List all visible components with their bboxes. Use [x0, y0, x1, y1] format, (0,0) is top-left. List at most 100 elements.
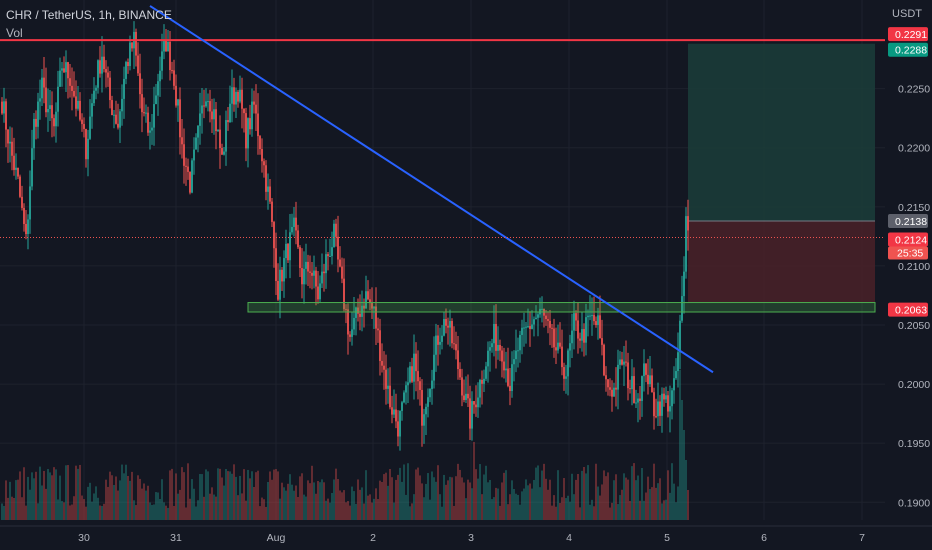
volume-bar	[1, 503, 3, 520]
volume-bar	[165, 505, 167, 520]
candle-body	[483, 378, 485, 384]
volume-bar	[551, 505, 553, 520]
candle-body	[439, 341, 441, 345]
volume-bar	[441, 506, 443, 520]
candle-body	[25, 223, 27, 235]
candle-body	[669, 406, 671, 412]
volume-bar	[407, 463, 409, 520]
support-zone	[247, 302, 876, 313]
candle-body	[201, 105, 203, 114]
volume-bar	[93, 493, 95, 520]
candle-body	[49, 105, 51, 109]
volume-bar	[41, 485, 43, 520]
candle-body	[337, 236, 339, 260]
volume-bar	[563, 478, 565, 520]
volume-bar	[667, 470, 669, 520]
volume-bar	[37, 503, 39, 520]
price-tick-label: 0.2000	[898, 379, 930, 391]
candle-body	[535, 317, 537, 320]
volume-bar	[641, 467, 643, 520]
volume-bar	[457, 463, 459, 520]
volume-bar	[411, 503, 413, 520]
candle-body	[407, 382, 409, 386]
candle-body	[529, 326, 531, 329]
volume-bar	[623, 473, 625, 520]
price-axis[interactable]: 0.2250 0.2200 0.2150 0.2100 0.2050 0.2000 0.19…	[885, 0, 932, 550]
candle-body	[641, 376, 643, 401]
symbol-title[interactable]: CHR / TetherUS, 1h, BINANCE	[6, 8, 172, 22]
price-tick-label: 0.2050	[898, 320, 930, 332]
volume-bar	[27, 476, 29, 520]
candle-body	[399, 410, 401, 437]
candle-body	[43, 77, 45, 88]
candle-body	[111, 100, 113, 116]
candle-body	[595, 321, 597, 326]
time-axis[interactable]: 30 31 Aug 2 3 4 5 6 7	[0, 525, 932, 550]
volume-bar	[229, 471, 231, 520]
candle-body	[263, 161, 265, 166]
volume-bar	[535, 467, 537, 520]
candle-body	[31, 148, 33, 187]
volume-bar	[303, 494, 305, 520]
candle-body	[51, 105, 53, 119]
candle-body	[511, 364, 513, 392]
volume-bar	[169, 470, 171, 520]
volume-bar	[65, 465, 67, 520]
candle-body	[121, 98, 123, 112]
candle-body	[427, 397, 429, 407]
volume-bar	[629, 500, 631, 520]
candle-body	[367, 291, 369, 300]
volume-bar	[251, 471, 253, 520]
volume-bar	[17, 479, 19, 520]
candle-body	[205, 101, 207, 107]
volume-bar	[661, 503, 663, 520]
candle-body	[523, 327, 525, 329]
candle-body	[189, 171, 191, 193]
volume-bar	[553, 495, 555, 520]
candle-body	[597, 315, 599, 326]
price-tick-label: 0.1900	[898, 497, 930, 509]
candle-body	[179, 99, 181, 138]
volume-bar	[377, 499, 379, 520]
volume-bar	[379, 480, 381, 520]
volume-bar	[491, 499, 493, 520]
volume-bar	[105, 479, 107, 520]
candle-body	[681, 296, 683, 321]
volume-bar	[99, 505, 101, 520]
drawings[interactable]	[0, 5, 885, 374]
price-label-box	[888, 232, 928, 247]
candle-body	[347, 309, 349, 335]
volume-bar	[135, 505, 137, 520]
candle-body	[53, 118, 55, 127]
candle-body	[37, 101, 39, 127]
candle-body	[207, 101, 209, 103]
volume-bar	[499, 505, 501, 520]
volume-bar	[395, 479, 397, 520]
candle-body	[273, 221, 275, 249]
candle-body	[655, 416, 657, 418]
time-tick-label: Aug	[267, 532, 286, 544]
volume-bar	[681, 400, 683, 520]
candle-body	[639, 398, 641, 401]
candle-body	[421, 389, 423, 426]
candle-body	[651, 375, 653, 393]
volume-indicator-label[interactable]: Vol	[6, 26, 23, 40]
candle-body	[445, 318, 447, 326]
candle-body	[231, 87, 233, 104]
volume-bar	[47, 469, 49, 520]
candle-body	[481, 379, 483, 384]
volume-bar	[149, 502, 151, 520]
volume-bar	[227, 471, 229, 520]
volume-bar	[83, 499, 85, 520]
volume-bar	[597, 486, 599, 520]
price-label-box	[888, 27, 928, 42]
candle-body	[593, 315, 595, 322]
currency-label: USDT	[892, 8, 922, 20]
volume-bar	[295, 485, 297, 520]
volume-bar	[223, 485, 225, 520]
candle-body	[343, 278, 345, 310]
candle-body	[199, 113, 201, 126]
volume-bar	[285, 490, 287, 520]
time-tick-label: 4	[566, 532, 572, 544]
